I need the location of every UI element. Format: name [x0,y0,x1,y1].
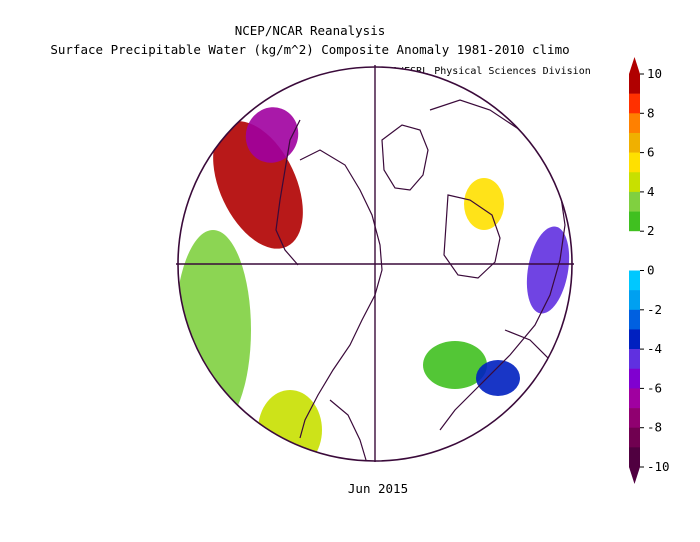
chart-subtitle: Surface Precipitable Water (kg/m^2) Comp… [50,42,570,57]
colorbar-tick-label: -10 [647,459,670,474]
colorbar-tick-label: 6 [647,145,655,160]
colorbar-top-arrow [629,57,640,74]
colorbar-segment [629,368,640,389]
coastline-south-america [329,399,367,461]
colorbar-tick-label: -2 [647,302,662,317]
colorbar-tick-label: 8 [647,105,655,120]
colorbar-segment [629,290,640,311]
colorbar-segment [629,132,640,153]
credit-label: NOAA/ESRL Physical Sciences Division [374,66,591,77]
anomaly-region [464,178,504,230]
colorbar-segment [629,388,640,409]
chart-title: NCEP/NCAR Reanalysis [234,23,386,38]
anomaly-region [178,230,251,430]
coastline-europe [443,194,501,279]
map-boundary-circle [177,66,573,462]
colorbar-tick-label: 10 [647,66,662,81]
colorbar-tick-label: 2 [647,223,655,238]
colorbar-segment [629,270,640,291]
date-label: Jun 2015 [347,481,409,496]
colorbar-segment [629,74,640,94]
colorbar-segment [629,93,640,114]
colorbar-segment [629,152,640,173]
coastline-north-america [299,149,383,439]
anomaly-region [526,226,570,314]
colorbar-tick-label: -8 [647,420,662,435]
colorbar-segment [629,113,640,134]
coastline-group [275,99,566,461]
coastline-asia-islands [275,119,301,266]
colorbar-segment [629,172,640,193]
colorbar-segment [629,447,640,468]
colorbar-segment [629,231,640,252]
colorbar-segment [629,329,640,350]
anomaly-region [423,341,487,389]
coastline-greenland [381,124,429,191]
colorbar-tick-label: 0 [647,263,655,278]
colorbar-tick-label: -4 [647,341,662,356]
colorbar-segment [629,408,640,428]
anomaly-region [442,130,498,186]
colorbar-segment [629,349,640,370]
anomaly-region [476,360,520,396]
colorbar-tick-label: -6 [647,380,662,395]
anomaly-region [245,107,299,163]
colorbar-segment [629,427,640,448]
colorbar-bottom-arrow [629,467,640,484]
colorbar-segment [629,250,640,271]
anomaly-region [492,402,568,458]
colorbar-tick-label: 4 [647,184,655,199]
colorbar-segment [629,191,640,212]
colorbar-segment [629,211,640,232]
colorbar-segment [629,309,640,330]
colorbar: 10 8 6 4 2 0 -2 -4 -6 -8 -10 [629,57,670,484]
coastline-eurasia [429,99,566,431]
